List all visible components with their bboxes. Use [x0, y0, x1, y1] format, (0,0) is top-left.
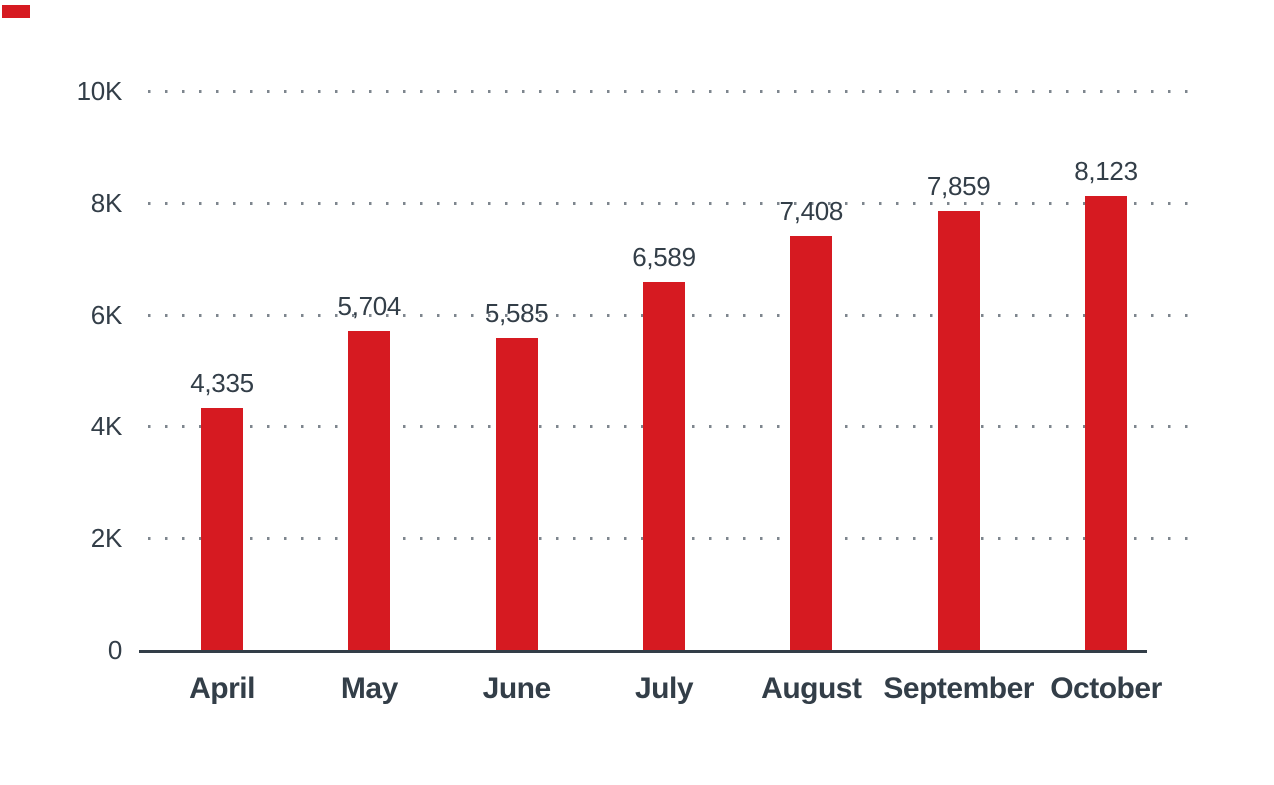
bar-value-label-july: 6,589 [632, 241, 696, 272]
x-axis-label-october: October [1050, 672, 1162, 705]
gridline-dotted [148, 201, 1190, 205]
brand-accent-mark [2, 5, 30, 18]
y-axis-tick-label: 6K [90, 299, 123, 330]
bar-september [937, 210, 980, 650]
bar-july [642, 281, 685, 650]
bar-june [495, 337, 538, 650]
bar-august [790, 235, 833, 650]
bar-october [1084, 195, 1127, 650]
bar-value-label-august: 7,408 [779, 195, 844, 226]
bar-value-label-april: 4,335 [190, 367, 254, 398]
x-axis-label-may: May [340, 672, 398, 705]
bar-value-label-june: 5,585 [484, 297, 549, 328]
x-axis-label-july: July [634, 672, 694, 705]
y-axis-tick-label: 4K [90, 411, 123, 442]
bar-value-label-may: 5,704 [337, 291, 402, 322]
x-axis-line [139, 650, 1147, 653]
bar-value-label-october: 8,123 [1074, 155, 1138, 186]
bar-april [201, 407, 243, 650]
gridline-dotted [148, 90, 1190, 93]
x-axis-label-august: August [761, 672, 862, 705]
bar-may [348, 331, 391, 650]
bar-value-label-september: 7,859 [926, 170, 991, 201]
x-axis-label-april: April [189, 672, 255, 705]
y-axis-tick-label: 10K [76, 76, 123, 106]
y-axis-tick-label: 8K [90, 187, 123, 218]
x-axis-label-september: September [883, 672, 1034, 705]
y-axis-tick-label: 2K [90, 523, 123, 554]
y-axis-tick-label: 0 [107, 635, 122, 665]
x-axis-label-june: June [482, 672, 552, 705]
